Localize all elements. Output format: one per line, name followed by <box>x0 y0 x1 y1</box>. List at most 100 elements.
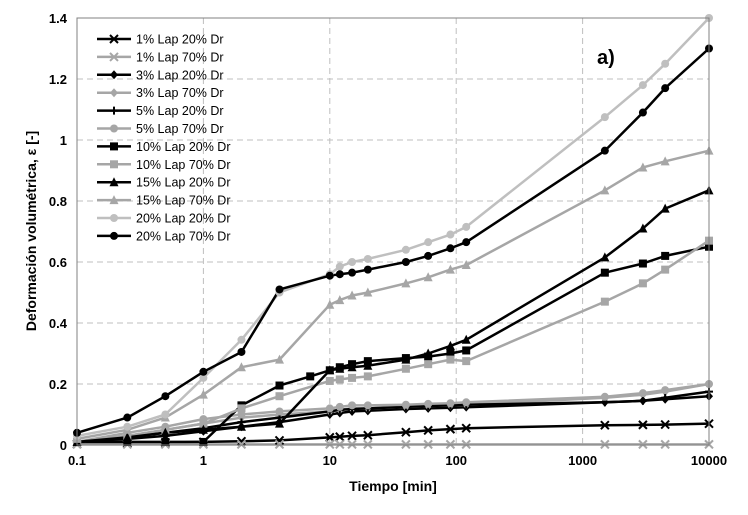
data-point <box>446 349 455 358</box>
series-line-6 <box>76 382 710 444</box>
data-point <box>275 381 284 390</box>
data-point <box>423 425 433 436</box>
legend-marker <box>109 34 119 44</box>
data-point <box>600 439 610 450</box>
series-points-2 <box>72 439 714 450</box>
data-point <box>424 238 433 247</box>
x-tick-label: 100 <box>445 453 467 468</box>
data-point <box>600 268 609 277</box>
tick-labels: 0.1 1 10 100 1000 10000 0 0.2 0.4 0.6 0.8 1 1.2 1.4 <box>49 11 727 468</box>
legend: 1% Lap 20% Dr 1% Lap 70% Dr 3% Lap 20% Dr 3… <box>97 33 231 243</box>
y-tick-label: 1.2 <box>49 72 67 87</box>
data-point <box>347 290 357 300</box>
data-point <box>198 389 208 399</box>
data-point <box>661 393 670 402</box>
data-point <box>661 251 670 260</box>
data-point <box>638 396 647 405</box>
data-point <box>660 156 670 166</box>
data-point <box>325 299 335 309</box>
legend-label: 20% Lap 20% Dr <box>136 212 231 226</box>
series-markers <box>72 14 714 450</box>
x-tick-label: 10 <box>323 453 337 468</box>
y-tick-label: 0.6 <box>49 255 67 270</box>
data-point <box>123 437 132 446</box>
data-point <box>335 270 344 279</box>
data-point <box>445 264 455 274</box>
legend-marker <box>110 106 118 115</box>
data-point <box>462 238 471 247</box>
data-point <box>661 59 670 68</box>
legend-marker <box>110 88 118 98</box>
data-point <box>446 244 455 253</box>
data-point <box>401 278 411 288</box>
data-point <box>661 386 670 395</box>
x-tick-label: 1 <box>200 453 207 468</box>
data-point <box>335 262 344 271</box>
data-point <box>199 437 208 446</box>
data-point <box>462 222 471 231</box>
data-point <box>401 400 410 409</box>
data-point <box>161 392 170 401</box>
data-point <box>236 421 246 431</box>
data-point <box>348 373 357 382</box>
legend-marker <box>109 195 119 205</box>
data-point <box>325 271 334 280</box>
legend-marker <box>110 70 118 80</box>
legend-label: 3% Lap 70% Dr <box>136 86 224 100</box>
series-line-12 <box>76 47 710 434</box>
data-point <box>638 259 647 268</box>
data-point <box>199 367 208 376</box>
legend-label: 5% Lap 70% Dr <box>136 122 224 136</box>
data-point <box>335 439 345 450</box>
data-point <box>446 355 455 364</box>
data-point <box>423 272 433 282</box>
data-point <box>347 431 357 441</box>
data-point <box>348 258 357 266</box>
data-point <box>236 439 247 450</box>
legend-label: 15% Lap 70% Dr <box>136 194 231 208</box>
data-point <box>445 340 455 350</box>
data-point <box>237 404 246 413</box>
data-point <box>401 258 410 266</box>
x-tick-label: 1000 <box>568 453 597 468</box>
y-tick-label: 0.4 <box>49 316 68 331</box>
series-points-11 <box>73 14 713 440</box>
data-point <box>423 439 433 450</box>
data-point <box>600 392 609 401</box>
y-tick-label: 0.8 <box>49 194 67 209</box>
data-point <box>236 436 247 447</box>
data-point <box>445 424 456 434</box>
data-point <box>123 413 132 422</box>
series-line-11 <box>76 17 710 438</box>
data-point <box>335 363 345 373</box>
legend-marker <box>110 124 118 133</box>
data-point <box>199 419 208 428</box>
data-point <box>461 334 471 344</box>
series-line-5 <box>76 390 710 444</box>
data-point <box>600 252 610 262</box>
data-point <box>160 427 170 437</box>
data-point <box>199 373 208 382</box>
data-point <box>638 420 648 430</box>
series-points-12 <box>73 44 713 437</box>
data-point <box>638 108 647 117</box>
data-point <box>325 404 334 413</box>
data-point <box>275 392 284 401</box>
y-tick-label: 1.4 <box>49 11 68 26</box>
legend-label: 1% Lap 70% Dr <box>136 50 224 64</box>
data-point <box>423 348 433 358</box>
data-point <box>306 372 315 381</box>
data-point <box>401 427 411 437</box>
data-point <box>347 362 357 372</box>
data-point <box>461 260 471 270</box>
series-points-9 <box>72 185 714 446</box>
data-point <box>600 146 609 155</box>
y-tick-label: 1 <box>60 133 67 148</box>
legend-marker <box>110 160 118 169</box>
y-axis-title: Deformación volumétrica, ε [-] <box>23 131 39 331</box>
data-point <box>638 81 647 90</box>
data-point <box>161 437 170 446</box>
data-point <box>363 430 373 440</box>
data-point <box>424 360 433 369</box>
data-point <box>638 439 648 450</box>
